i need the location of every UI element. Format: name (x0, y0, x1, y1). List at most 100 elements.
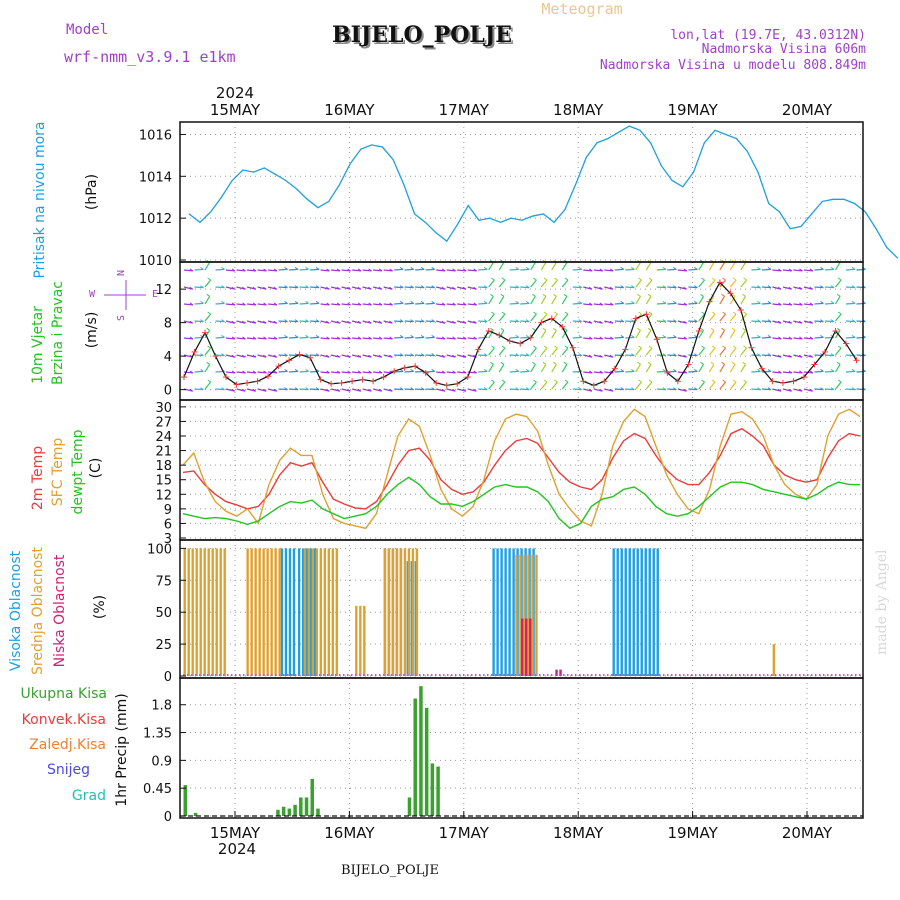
wind-arrow-head (757, 368, 761, 372)
wind-label-1: 10m Vjetar (30, 306, 46, 384)
wind-arrow-head (609, 320, 614, 324)
cloud-baseline-mark (459, 674, 461, 676)
wind-arrow-head (638, 277, 642, 281)
wind-arrow (835, 381, 842, 390)
wind-arrow-head (662, 334, 667, 338)
wind-arrow-head (525, 285, 530, 289)
wind-arrow-head (242, 336, 246, 340)
wind-arrow-head (620, 368, 625, 372)
precip-bar (287, 808, 292, 816)
wind-arrow-head (637, 327, 641, 331)
wind-arrow (604, 269, 614, 272)
pressure-point (574, 184, 577, 186)
wind-arrow-head (647, 361, 652, 365)
wind-arrow (267, 320, 277, 324)
wind-arrow (708, 381, 716, 390)
wind-arrow (436, 388, 446, 392)
wind-arrow (740, 363, 747, 373)
pressure-unit: (hPa) (84, 174, 100, 210)
cloud-baseline-mark (555, 674, 557, 676)
cloud-baseline-mark (343, 674, 345, 676)
cloud-bar-1 (207, 548, 210, 676)
wind-arrow (194, 354, 204, 357)
wind-arrow-head (809, 336, 814, 340)
temp-label-sfc: SFC Temp (50, 438, 66, 507)
wind-arrow-head (273, 388, 278, 392)
wind-arrow-head (326, 320, 330, 324)
wind-arrow-head (742, 293, 746, 297)
pressure-point (896, 257, 899, 259)
cloud-baseline-mark (611, 674, 613, 676)
wind-arrow-head (525, 300, 530, 304)
wind-arrow (814, 388, 824, 391)
wind-arrow (530, 347, 537, 356)
cloud-baseline-mark (795, 674, 797, 676)
wind-arrow (436, 286, 446, 290)
cloud-baseline-mark (323, 674, 325, 676)
wind-arrow-head (284, 266, 288, 270)
wind-arrow-head (809, 370, 814, 374)
wind-arrow (530, 295, 536, 305)
wind-arrow-head (315, 319, 320, 323)
wind-arrow-head (252, 268, 257, 272)
cloud-bar-1 (307, 548, 311, 676)
wind-arrow (215, 286, 225, 289)
cloud-baseline-mark (831, 674, 833, 676)
cloud-baseline-mark (487, 674, 489, 676)
cloud-baseline-mark (283, 674, 285, 676)
wind-arrow-head (315, 368, 320, 372)
wind-arrow (856, 336, 866, 339)
wind-arrow (457, 388, 467, 392)
wind-arrow (772, 269, 782, 272)
wind-arrow (404, 302, 414, 305)
cloud-baseline-mark (855, 674, 857, 676)
wind-arrow (404, 370, 414, 373)
wind-arrow-head (336, 320, 341, 324)
wind-arrow (467, 269, 477, 272)
wind-arrow (667, 286, 677, 289)
wind-arrow (320, 320, 330, 324)
wind-arrow (540, 313, 548, 322)
wind-arrow-head (798, 320, 803, 324)
wind-arrow-head (491, 379, 495, 383)
wind-arrow (551, 347, 558, 356)
wind-arrow (614, 336, 624, 339)
wind-arrow (561, 363, 568, 373)
wind-arrow (708, 279, 716, 288)
cloud-bar-1 (395, 548, 399, 676)
wind-arrow-head (820, 334, 824, 338)
wind-arrow (299, 320, 309, 323)
temperature-ytick-label: 12 (155, 488, 172, 503)
wind-arrow-head (473, 388, 477, 392)
wind-arrow-head (315, 387, 320, 391)
wind-arrow (751, 388, 761, 391)
cloud-baseline-mark (267, 674, 269, 676)
wind-arrow (814, 302, 824, 305)
wind-arrow-head (711, 379, 716, 383)
wind-arrow-head (500, 293, 505, 297)
cloud-baseline-mark (575, 674, 577, 676)
cloud-baseline-mark (399, 674, 401, 676)
pressure-point (746, 150, 748, 152)
wind-arrow (793, 286, 803, 290)
wind-arrow (467, 286, 477, 290)
wind-arrow (761, 370, 771, 373)
wind-arrow (645, 381, 653, 390)
cloud-bar-1 (403, 548, 407, 676)
wind-arrow (551, 279, 558, 288)
pressure-point (446, 240, 448, 242)
cloud-bar-1 (359, 605, 362, 676)
wind-arrow-head (347, 388, 351, 392)
wind-arrow-head (294, 319, 299, 323)
wind-arrow (677, 371, 687, 374)
wind-arrow-head (200, 368, 204, 372)
wind-arrow (719, 279, 727, 288)
wind-arrow-head (399, 319, 404, 323)
wind-arrow-head (701, 277, 705, 281)
wind-arrow-head (673, 387, 677, 391)
wind-arrow-head (284, 387, 288, 391)
wind-arrow (782, 269, 792, 272)
wind-arrow (257, 320, 267, 324)
wind-arrow (383, 320, 393, 324)
wind-arrow (183, 269, 194, 272)
